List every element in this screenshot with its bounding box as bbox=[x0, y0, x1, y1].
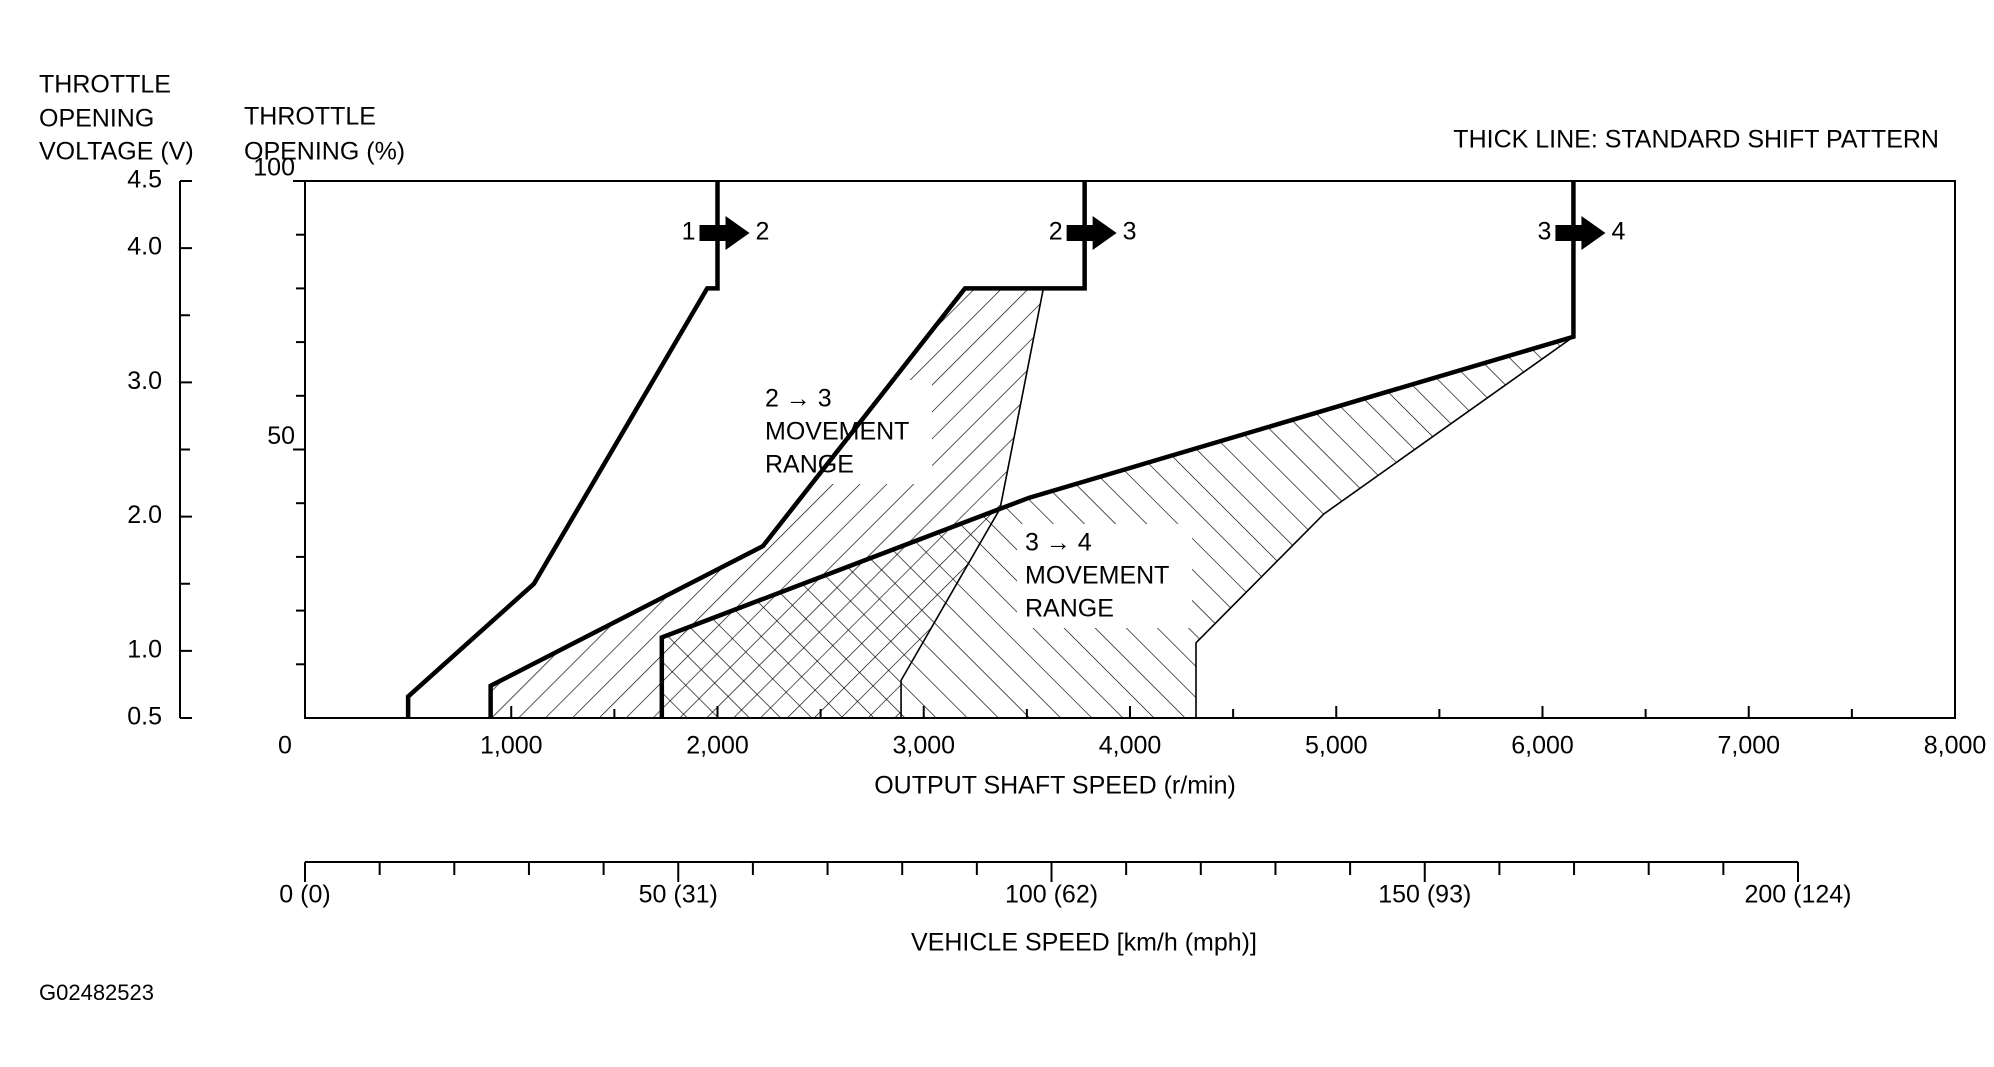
shift-line bbox=[900, 288, 1045, 718]
shift-arrow bbox=[699, 216, 750, 250]
y2-tick-label: 2.0 bbox=[127, 501, 162, 529]
y-label: OPENING (%) bbox=[244, 138, 405, 166]
y-tick-label: 50 bbox=[267, 422, 295, 450]
shift-line bbox=[405, 181, 720, 718]
x-tick-label: 4,000 bbox=[1099, 732, 1162, 760]
x2-tick-label: 0 (0) bbox=[279, 881, 330, 909]
shift-arrow bbox=[1555, 216, 1606, 250]
gear-label: 4 bbox=[1611, 218, 1625, 246]
x2-tick-label: 150 (93) bbox=[1378, 881, 1471, 909]
shift-arrow bbox=[1066, 216, 1117, 250]
shift-line bbox=[659, 181, 1576, 718]
x-tick-label: 8,000 bbox=[1924, 732, 1987, 760]
figure-id: G02482523 bbox=[39, 980, 154, 1005]
x-tick-label: 2,000 bbox=[686, 732, 749, 760]
annotation-background bbox=[757, 380, 932, 484]
y2-tick-label: 1.0 bbox=[127, 635, 162, 663]
shift-line bbox=[488, 181, 1087, 718]
x-label: OUTPUT SHAFT SPEED (r/min) bbox=[874, 772, 1236, 800]
x-tick-label: 0 bbox=[278, 732, 292, 760]
annotation: RANGE bbox=[1025, 595, 1114, 623]
y2-tick-label: 4.5 bbox=[127, 166, 162, 194]
ranges bbox=[490, 288, 1574, 718]
x-tick-label: 5,000 bbox=[1305, 732, 1368, 760]
annotation-background bbox=[1017, 524, 1192, 628]
y-tick-label: 100 bbox=[253, 154, 295, 182]
annotation: 3 → 4 bbox=[1025, 529, 1092, 557]
x2-tick-label: 50 (31) bbox=[639, 881, 718, 909]
annotation: RANGE bbox=[765, 451, 854, 479]
y2-label: VOLTAGE (V) bbox=[39, 138, 194, 166]
y2-tick-label: 3.0 bbox=[127, 367, 162, 395]
x2-tick-label: 200 (124) bbox=[1744, 881, 1851, 909]
x2-tick-label: 100 (62) bbox=[1005, 881, 1098, 909]
gear-label: 3 bbox=[1538, 218, 1552, 246]
shift-line bbox=[1195, 336, 1574, 718]
gear-label: 2 bbox=[756, 218, 770, 246]
x-tick-label: 1,000 bbox=[480, 732, 543, 760]
annotation: MOVEMENT bbox=[1025, 562, 1169, 590]
x-tick-label: 6,000 bbox=[1511, 732, 1574, 760]
annotation: 2 → 3 bbox=[765, 385, 832, 413]
chart-title: THICK LINE: STANDARD SHIFT PATTERN bbox=[1453, 126, 1939, 154]
y2-tick-label: 4.0 bbox=[127, 233, 162, 261]
x2-label: VEHICLE SPEED [km/h (mph)] bbox=[911, 929, 1257, 957]
gear-label: 3 bbox=[1123, 218, 1137, 246]
x-tick-label: 7,000 bbox=[1717, 732, 1780, 760]
gear-label: 2 bbox=[1049, 218, 1063, 246]
y2-label: OPENING bbox=[39, 105, 154, 133]
y2-tick-label: 0.5 bbox=[127, 703, 162, 731]
y2-label: THROTTLE bbox=[39, 71, 171, 99]
y-label: THROTTLE bbox=[244, 103, 376, 131]
x-tick-label: 3,000 bbox=[892, 732, 955, 760]
gear-label: 1 bbox=[682, 218, 696, 246]
annotation: MOVEMENT bbox=[765, 418, 909, 446]
